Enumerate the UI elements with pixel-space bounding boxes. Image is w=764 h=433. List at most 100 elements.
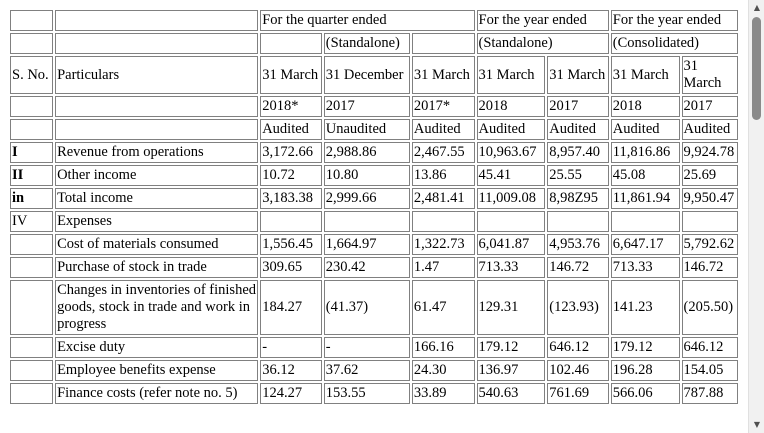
table-row: Changes in inventories of finished goods… (10, 280, 738, 335)
row-value: 713.33 (476, 257, 546, 278)
header-blank-cell (55, 10, 259, 31)
row-value: 179.12 (476, 337, 546, 358)
row-value: 6,041.87 (476, 234, 546, 255)
row-value: 45.08 (610, 165, 680, 186)
row-particulars: Other income (55, 165, 259, 186)
header-blank-cell (55, 96, 259, 117)
scroll-down-arrow-icon[interactable]: ▼ (753, 420, 761, 429)
row-value: 8,957.40 (547, 142, 609, 163)
table-row: IV Expenses (10, 211, 738, 232)
date-header: 31 March (610, 56, 680, 94)
row-value: 3,172.66 (260, 142, 322, 163)
row-value: 10,963.67 (476, 142, 546, 163)
scrollbar-thumb[interactable] (752, 17, 761, 120)
row-value: 230.42 (323, 257, 410, 278)
row-sno: I (10, 142, 54, 163)
row-value: 4,953.76 (547, 234, 609, 255)
date-header: 31 March (260, 56, 322, 94)
row-sno (10, 337, 54, 358)
header-row-years: 2018* 2017 2017* 2018 2017 2018 2017 (10, 96, 738, 117)
table-row: Cost of materials consumed 1,556.45 1,664.… (10, 234, 738, 255)
year-header: 2017 (681, 96, 738, 117)
row-value: - (323, 337, 410, 358)
row-value: 10.72 (260, 165, 322, 186)
row-value: 196.28 (610, 360, 680, 381)
year-ended-consolidated-header: For the year ended (610, 10, 738, 31)
row-particulars: Total income (55, 188, 259, 209)
standalone-quarter-label: (Standalone) (323, 33, 410, 54)
row-value: 36.12 (260, 360, 322, 381)
row-particulars: Excise duty (55, 337, 259, 358)
row-value: 45.41 (476, 165, 546, 186)
row-value: 309.65 (260, 257, 322, 278)
row-value: 184.27 (260, 280, 322, 335)
particulars-header: Particulars (55, 56, 259, 94)
date-header: 31 March (547, 56, 609, 94)
header-row-dates: S. No. Particulars 31 March 31 December … (10, 56, 738, 94)
row-value: 136.97 (476, 360, 546, 381)
row-value (547, 211, 609, 232)
header-blank-cell (10, 96, 54, 117)
audit-status: Audited (610, 119, 680, 140)
quarter-ended-header: For the quarter ended (260, 10, 475, 31)
date-header: 31 March (411, 56, 475, 94)
year-header: 2017 (323, 96, 410, 117)
year-header: 2018 (476, 96, 546, 117)
row-value: 9,950.47 (681, 188, 738, 209)
row-value: (41.37) (323, 280, 410, 335)
date-header: 31 December (323, 56, 410, 94)
header-blank-cell (55, 33, 259, 54)
row-sno: in (10, 188, 54, 209)
row-value: 540.63 (476, 383, 546, 404)
row-value: 25.55 (547, 165, 609, 186)
row-sno (10, 234, 54, 255)
header-blank-cell (10, 10, 54, 31)
row-sno: II (10, 165, 54, 186)
row-particulars: Purchase of stock in trade (55, 257, 259, 278)
table-row: Purchase of stock in trade 309.65 230.42 1.… (10, 257, 738, 278)
row-sno (10, 257, 54, 278)
header-row-audit-status: Audited Unaudited Audited Audited Audite… (10, 119, 738, 140)
table-row: Finance costs (refer note no. 5) 124.27 15… (10, 383, 738, 404)
row-value: 146.72 (547, 257, 609, 278)
row-value (323, 211, 410, 232)
row-value (681, 211, 738, 232)
row-value: (205.50) (681, 280, 738, 335)
audit-status: Audited (476, 119, 546, 140)
row-value: 713.33 (610, 257, 680, 278)
date-header: 31 March (476, 56, 546, 94)
financial-results-table: For the quarter ended For the year ended… (8, 8, 740, 406)
scroll-up-arrow-icon[interactable]: ▲ (753, 3, 761, 12)
vertical-scrollbar[interactable]: ▲ ▼ (748, 0, 764, 433)
row-value: 33.89 (411, 383, 475, 404)
year-header: 2017 (547, 96, 609, 117)
row-value: 179.12 (610, 337, 680, 358)
header-blank-cell (10, 119, 54, 140)
row-value: 2,481.41 (411, 188, 475, 209)
row-value: 2,467.55 (411, 142, 475, 163)
header-row-basis: (Standalone) (Standalone) (Consolidated) (10, 33, 738, 54)
row-value: 1,556.45 (260, 234, 322, 255)
row-value: 37.62 (323, 360, 410, 381)
row-value: 24.30 (411, 360, 475, 381)
row-sno: IV (10, 211, 54, 232)
row-value: 2,999.66 (323, 188, 410, 209)
row-value: 153.55 (323, 383, 410, 404)
row-value (610, 211, 680, 232)
row-value: 5,792.62 (681, 234, 738, 255)
row-value: 166.16 (411, 337, 475, 358)
sno-header: S. No. (10, 56, 54, 94)
header-blank-cell (55, 119, 259, 140)
row-value: 3,183.38 (260, 188, 322, 209)
row-value: - (260, 337, 322, 358)
table-row: Excise duty - -166.16 179.12 646.12 179.12 646… (10, 337, 738, 358)
date-header: 31 March (681, 56, 738, 94)
header-blank-cell (10, 33, 54, 54)
audit-status: Audited (260, 119, 322, 140)
financial-results-document: For the quarter ended For the year ended… (8, 8, 748, 433)
row-value: 11,816.86 (610, 142, 680, 163)
row-value: 146.72 (681, 257, 738, 278)
row-particulars: Changes in inventories of finished goods… (55, 280, 259, 335)
audit-status: Audited (411, 119, 475, 140)
row-sno (10, 360, 54, 381)
